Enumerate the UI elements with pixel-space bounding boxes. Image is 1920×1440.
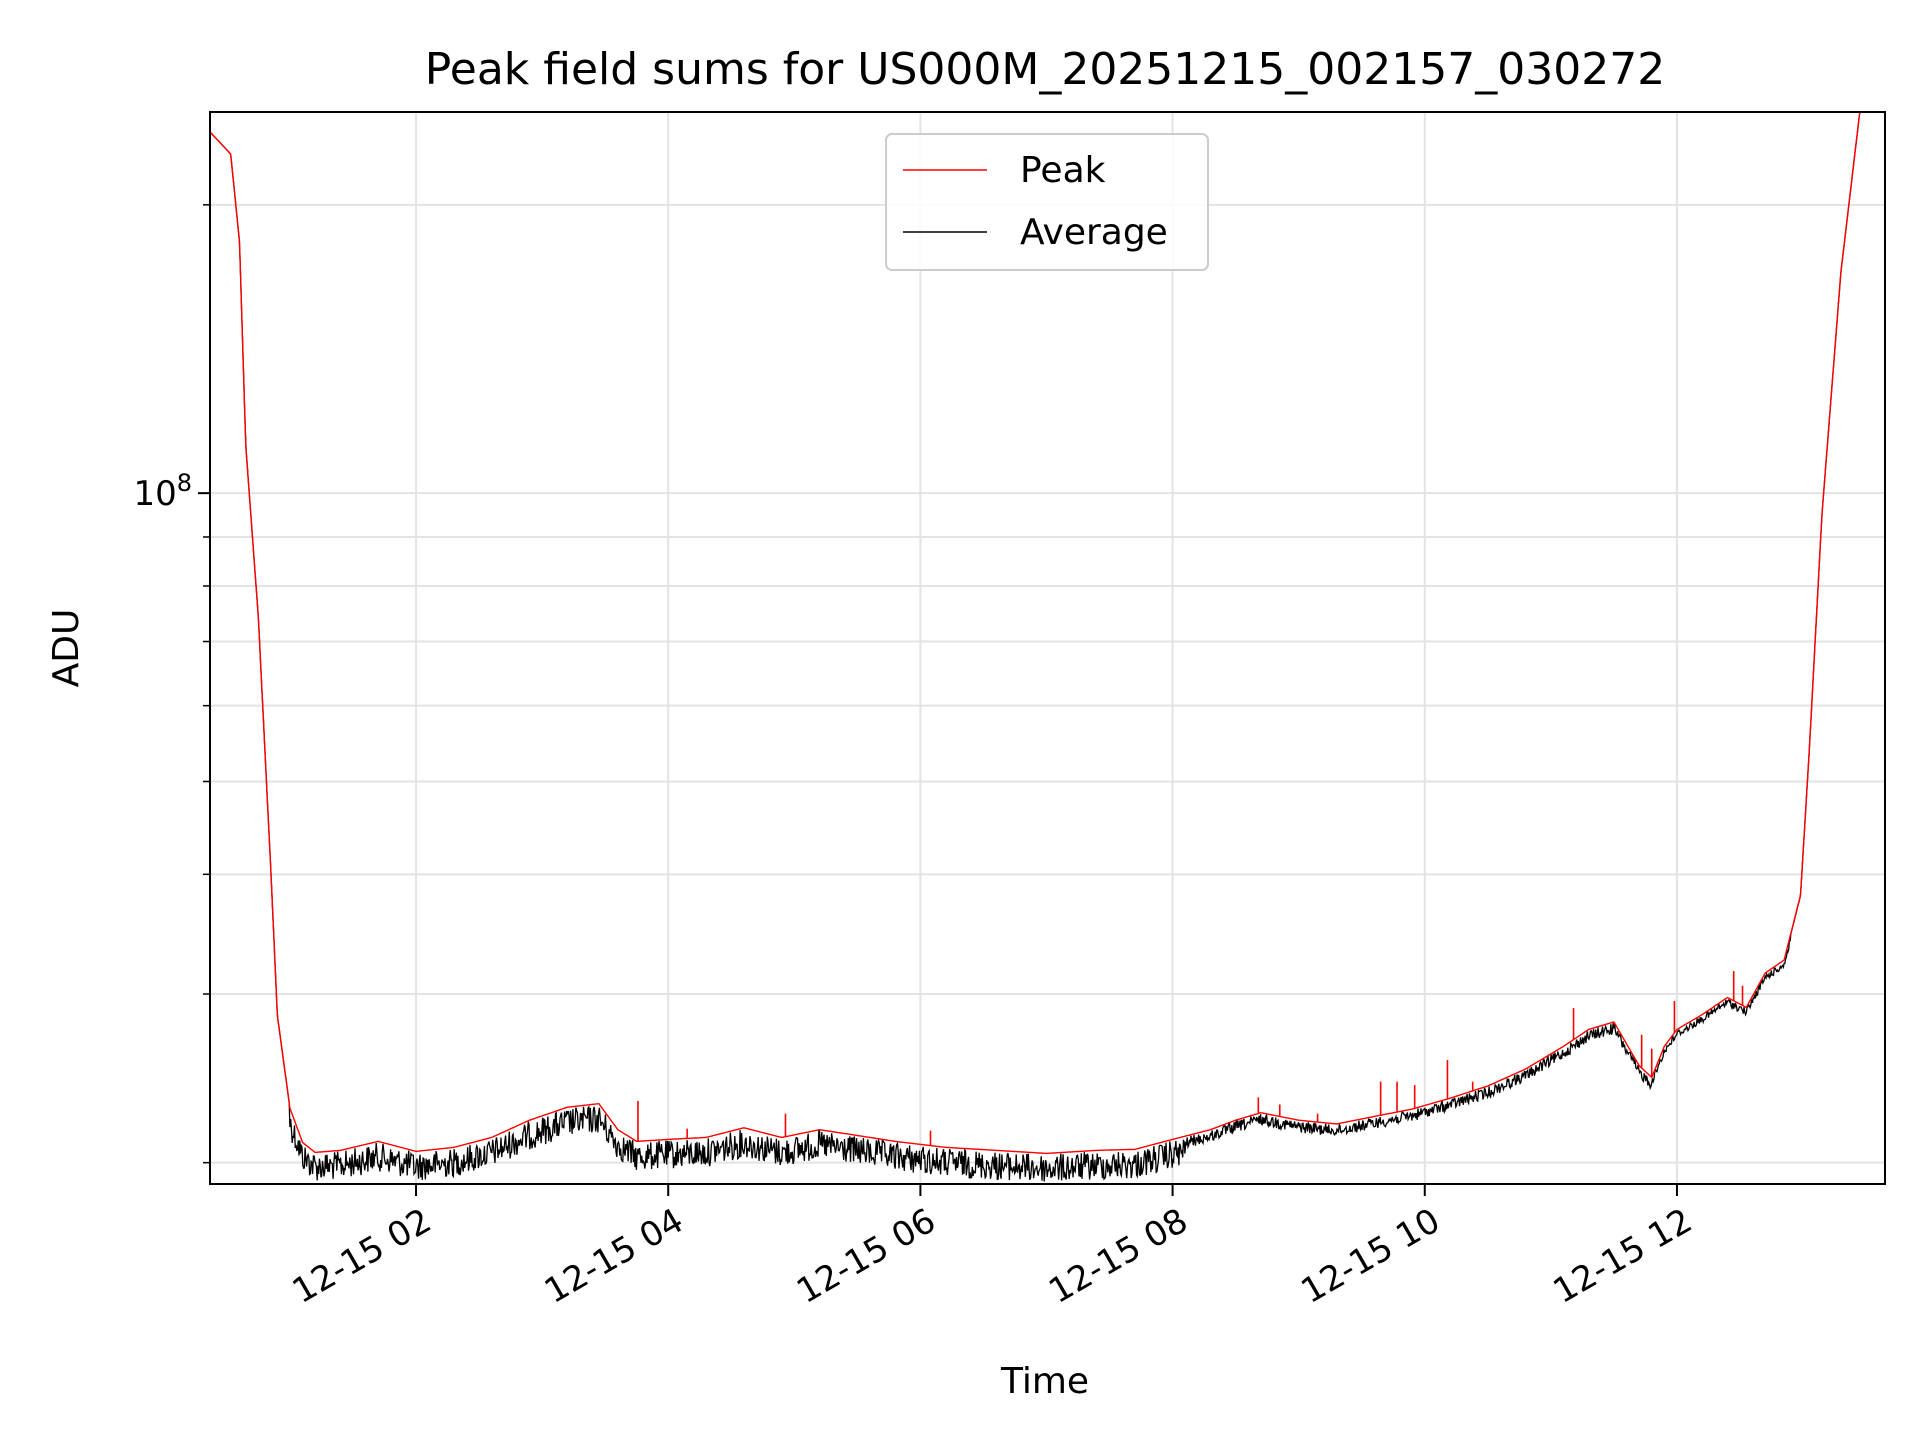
- legend-label-average: Average: [1020, 212, 1168, 253]
- average-line: [210, 112, 1861, 1182]
- legend: Peak Average: [885, 133, 1209, 271]
- peak-series: [210, 112, 1861, 1155]
- peak-line: [210, 112, 1861, 1155]
- y-axis-label: ADU: [46, 609, 87, 688]
- legend-label-peak: Peak: [1020, 150, 1106, 191]
- average-series: [210, 112, 1861, 1182]
- x-axis-label: Time: [1000, 1361, 1089, 1402]
- y-tick-label: 108: [133, 469, 192, 514]
- y-axis-ticks: 108: [133, 204, 210, 1164]
- legend-box: [885, 133, 1209, 271]
- chart-title: Peak field sums for US000M_20251215_0021…: [425, 44, 1665, 95]
- plot-frame: [209, 111, 1886, 1185]
